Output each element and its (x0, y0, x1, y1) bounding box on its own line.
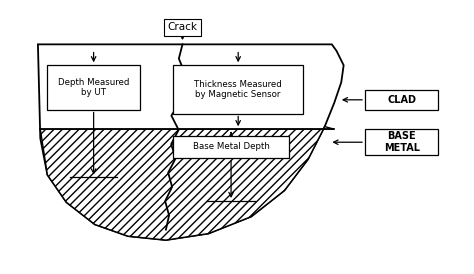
Text: Base Metal Depth: Base Metal Depth (192, 142, 270, 151)
Polygon shape (40, 127, 334, 240)
Text: Crack: Crack (167, 22, 198, 32)
Text: CLAD: CLAD (387, 95, 416, 105)
FancyBboxPatch shape (47, 65, 140, 110)
FancyBboxPatch shape (365, 90, 438, 110)
FancyBboxPatch shape (173, 65, 303, 113)
Polygon shape (38, 44, 344, 240)
Text: Thickness Measured
by Magnetic Sensor: Thickness Measured by Magnetic Sensor (194, 80, 282, 99)
Text: Depth Measured
by UT: Depth Measured by UT (58, 78, 129, 97)
FancyBboxPatch shape (173, 136, 289, 158)
FancyBboxPatch shape (365, 129, 438, 155)
Text: BASE
METAL: BASE METAL (384, 132, 419, 153)
